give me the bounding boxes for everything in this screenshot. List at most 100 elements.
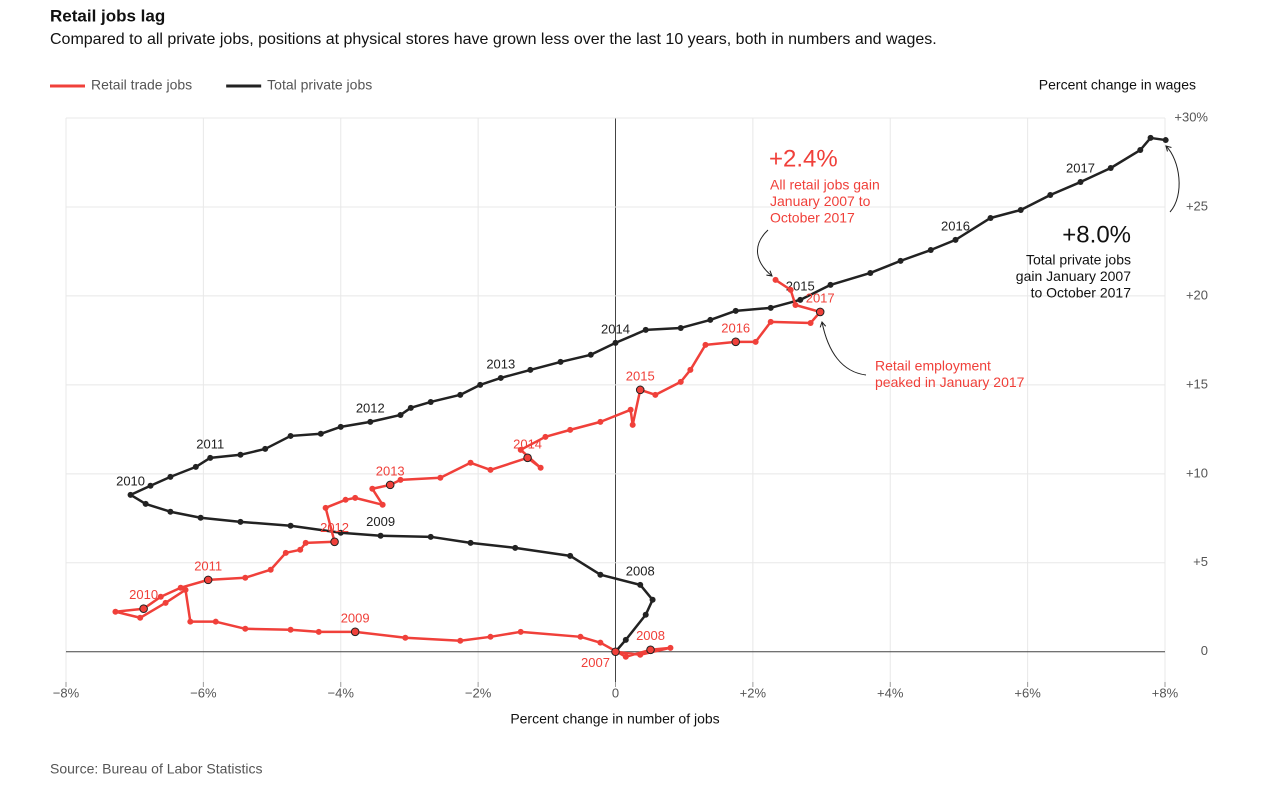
data-point (379, 501, 386, 508)
data-point (187, 618, 194, 625)
annotation-value: +2.4% (769, 145, 838, 172)
data-point (527, 366, 534, 373)
data-point (182, 586, 189, 593)
data-point (139, 604, 148, 613)
y-tick-label: +10 (1186, 465, 1208, 480)
x-tick-label: 0 (612, 685, 619, 700)
data-point (642, 611, 649, 618)
year-label: 2011 (194, 558, 222, 573)
data-point (772, 276, 779, 283)
data-point (767, 304, 774, 311)
x-tick-label: −6% (190, 685, 217, 700)
data-point (622, 653, 629, 660)
year-label: 2012 (356, 400, 385, 415)
data-point (752, 338, 759, 345)
data-point (512, 544, 519, 551)
data-point (457, 391, 464, 398)
data-point (642, 326, 649, 333)
data-point (542, 433, 549, 440)
data-point (792, 301, 799, 308)
data-point (629, 421, 636, 428)
data-point (487, 633, 494, 640)
data-point (457, 637, 464, 644)
data-point (267, 566, 274, 573)
data-point (242, 574, 249, 581)
series-line (114, 278, 822, 658)
year-label: 2010 (116, 473, 145, 488)
data-point (867, 269, 874, 276)
data-point (597, 571, 604, 578)
data-point (112, 608, 119, 615)
data-point (597, 639, 604, 646)
data-point (350, 627, 360, 637)
data-point (142, 500, 149, 507)
data-point (282, 549, 289, 556)
data-point (157, 593, 164, 600)
data-point (567, 426, 574, 433)
source: Source: Bureau of Labor Statistics (50, 761, 262, 777)
data-point (315, 628, 322, 635)
x-tick-label: −2% (465, 685, 492, 700)
data-point (1047, 192, 1054, 199)
data-point (317, 430, 324, 437)
data-point (987, 214, 994, 221)
y-tick-label: +20 (1186, 287, 1208, 302)
data-point (517, 628, 524, 635)
data-point (427, 398, 434, 405)
year-label: 2009 (341, 610, 370, 625)
data-point (197, 514, 204, 521)
x-tick-label: +6% (1014, 685, 1041, 700)
plot: −8% −6% −4% −2% 0 +2% +4% +6% +8% 0 +5 +10 +15 +20 +25… (53, 109, 1209, 700)
data-point (597, 418, 604, 425)
data-point (1017, 206, 1024, 213)
chart-title: Retail jobs lag (50, 6, 165, 25)
year-label: 2013 (376, 463, 405, 478)
annotation-value: +8.0% (1062, 221, 1131, 248)
data-point (1077, 179, 1084, 186)
x-tick-label: +4% (877, 685, 904, 700)
data-point (787, 286, 794, 293)
data-point (537, 464, 544, 471)
data-point (287, 432, 294, 439)
data-point (1162, 137, 1169, 144)
y-tick-label: +5 (1193, 554, 1208, 569)
data-point (367, 418, 374, 425)
year-label: 2014 (513, 436, 542, 451)
annotation-text: gain January 2007 (1016, 268, 1131, 284)
data-point (397, 411, 404, 418)
x-tick-label: −4% (328, 685, 355, 700)
data-point (827, 281, 834, 288)
data-point (127, 491, 134, 498)
data-point (687, 366, 694, 373)
data-point (377, 532, 384, 539)
y-tick-label: +25 (1186, 198, 1208, 213)
data-point (467, 459, 474, 466)
data-point (622, 636, 629, 643)
year-label: 2014 (601, 321, 630, 336)
data-point (487, 466, 494, 473)
data-point (732, 307, 739, 314)
data-point (287, 626, 294, 633)
data-point (577, 633, 584, 640)
legend-label: Total private jobs (267, 77, 372, 93)
data-point (212, 618, 219, 625)
data-point (402, 634, 409, 641)
data-point (330, 537, 339, 547)
data-point (767, 318, 774, 325)
data-point (567, 552, 574, 559)
year-label: 2009 (366, 514, 395, 529)
annotation-text: All retail jobs gain (770, 177, 880, 193)
annotation-text: October 2017 (770, 210, 855, 226)
chart-subtitle: Compared to all private jobs, positions … (50, 31, 937, 48)
data-point (637, 581, 644, 588)
data-point (952, 236, 959, 243)
year-label: 2016 (941, 218, 970, 233)
annotation-arrows (757, 145, 1180, 376)
year-label: 2012 (320, 520, 349, 535)
y-tick-label: +30% (1174, 109, 1208, 124)
data-point (385, 480, 395, 490)
data-point (635, 385, 645, 395)
data-point (237, 451, 244, 458)
year-label: 2008 (626, 563, 655, 578)
